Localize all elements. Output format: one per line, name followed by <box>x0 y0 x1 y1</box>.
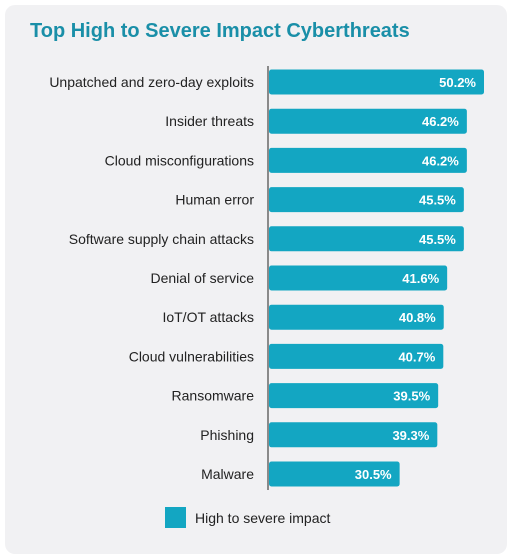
bar <box>269 304 444 330</box>
data-label: 40.8% <box>399 310 436 325</box>
bar <box>269 69 484 95</box>
category-label: Malware <box>201 466 254 482</box>
bar <box>269 147 467 173</box>
category-label: Cloud misconfigurations <box>105 152 254 168</box>
data-label: 41.6% <box>402 271 439 286</box>
category-label: Ransomware <box>172 388 255 404</box>
bar <box>269 461 400 487</box>
data-label: 46.2% <box>422 153 459 168</box>
bar <box>269 108 467 134</box>
data-label: 40.7% <box>398 349 435 364</box>
data-label: 50.2% <box>439 75 476 90</box>
data-label: 39.3% <box>392 428 429 443</box>
legend-label: High to severe impact <box>195 509 331 526</box>
category-label: Software supply chain attacks <box>69 231 254 247</box>
chart-title: Top High to Severe Impact Cyberthreats <box>30 20 410 42</box>
bar <box>269 226 464 252</box>
data-label: 39.5% <box>393 389 430 404</box>
bar <box>269 422 438 448</box>
category-label: Phishing <box>200 427 254 443</box>
data-label: 45.5% <box>419 232 456 247</box>
category-label: Denial of service <box>151 270 255 286</box>
bar <box>269 343 444 369</box>
bar <box>269 265 448 291</box>
category-label: Cloud vulnerabilities <box>129 348 254 364</box>
category-label: Insider threats <box>165 113 254 129</box>
category-label: IoT/OT attacks <box>162 309 254 325</box>
data-label: 46.2% <box>422 114 459 129</box>
legend-swatch <box>165 507 186 528</box>
bar <box>269 187 464 213</box>
data-label: 30.5% <box>355 467 392 482</box>
data-label: 45.5% <box>419 193 456 208</box>
legend: High to severe impact <box>165 507 330 528</box>
bar <box>269 383 439 409</box>
category-label: Human error <box>175 192 254 208</box>
category-label: Unpatched and zero-day exploits <box>49 74 254 90</box>
